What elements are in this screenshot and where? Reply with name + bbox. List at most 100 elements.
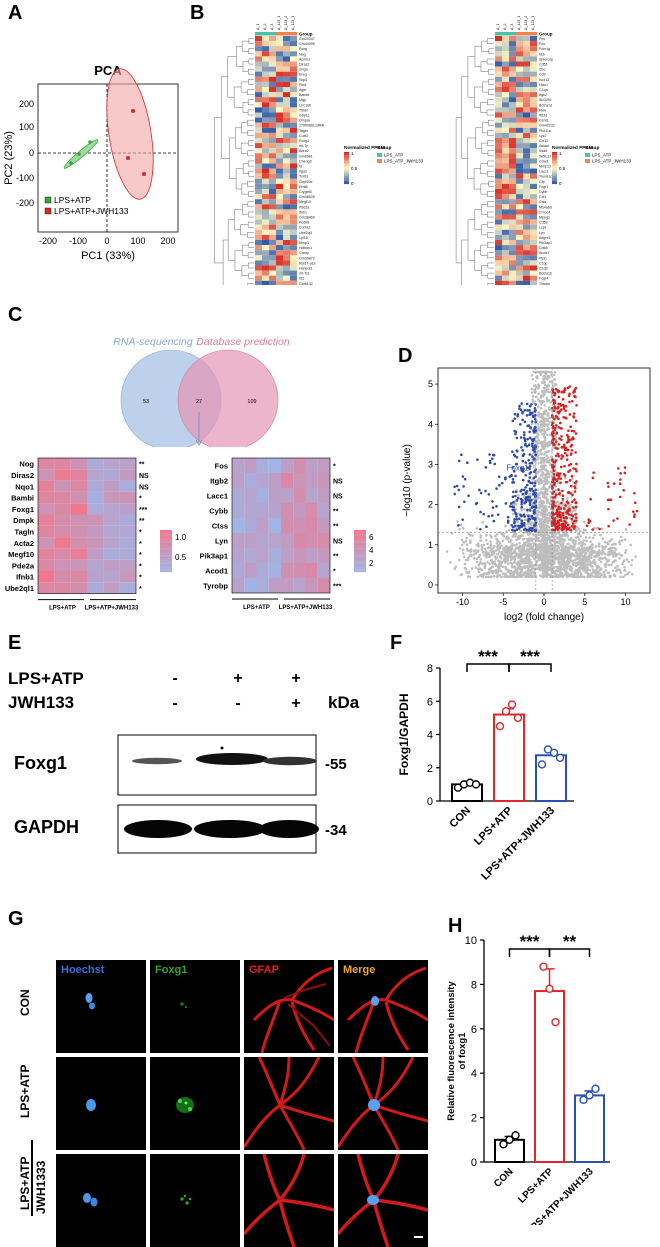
heatmap-scale-tick: 4 [369, 546, 374, 555]
volcano-point [590, 549, 593, 552]
heatmap-scale-step [160, 562, 172, 564]
volcano-point [541, 471, 545, 475]
volcano-point [526, 522, 530, 526]
heatmap-cell [516, 199, 523, 205]
heatmap-gene-label: Gsnt1 [539, 119, 549, 123]
volcano-point [549, 544, 552, 548]
volcano-point [618, 495, 622, 499]
volcano-point [518, 564, 522, 567]
heatmap-gene-label: Gm44099 [299, 42, 315, 46]
volcano-point [490, 561, 494, 564]
volcano-point [474, 551, 478, 555]
heatmap-cell [87, 548, 104, 560]
heatmap-cell [38, 525, 55, 538]
volcano-point [544, 390, 547, 394]
volcano-point [522, 513, 526, 517]
volcano-point [616, 467, 620, 470]
volcano-point [573, 498, 576, 501]
heatmap-gene-label: Itgb2 [539, 93, 547, 97]
heatmap-cell [283, 97, 290, 103]
volcano-point [569, 462, 573, 466]
heatmap-legend-step [344, 161, 349, 164]
heatmap-cell [283, 229, 290, 235]
heatmap-cell [516, 92, 523, 98]
volcano-point [571, 552, 574, 555]
volcano-point [583, 520, 586, 524]
volcano-point [524, 527, 527, 531]
heatmap-cell [276, 240, 283, 246]
volcano-point [554, 426, 557, 430]
heatmap-cell [516, 280, 523, 285]
volcano-point [582, 539, 586, 542]
volcano-point [487, 552, 490, 556]
heatmap-cell [255, 255, 262, 261]
heatmap-cell [276, 245, 283, 251]
volcano-point [493, 560, 496, 563]
volcano-point [564, 504, 568, 507]
volcano-point [479, 539, 482, 542]
dendrogram-branch [247, 201, 254, 208]
volcano-point [575, 516, 578, 519]
volcano-point [565, 458, 569, 461]
volcano-point [593, 526, 596, 530]
heatmap-cell [70, 480, 87, 492]
heatmap-cell [516, 255, 523, 261]
heatmap-cell [103, 469, 120, 481]
heatmap-cell [276, 173, 283, 179]
volcano-point [522, 541, 526, 545]
heatmap-scale-step [354, 551, 366, 553]
heatmap-cell [38, 537, 55, 549]
volcano-point [617, 552, 621, 556]
volcano-point [551, 406, 554, 410]
volcano-point [564, 515, 568, 519]
heatmap-gene-label: Ptprj [539, 256, 547, 260]
volcano-point [542, 526, 545, 529]
heatmap-cell [509, 270, 516, 276]
volcano-point [529, 481, 532, 485]
volcano-point [525, 492, 528, 496]
heatmap-cell [509, 234, 516, 240]
heatmap-cell [502, 92, 509, 98]
volcano-point [530, 487, 534, 491]
volcano-point [539, 423, 543, 426]
heatmap-cell [502, 66, 509, 72]
heatmap-cell [276, 209, 283, 215]
heatmap-cell [495, 260, 502, 266]
heatmap-cell [290, 102, 297, 108]
heatmap-cell [530, 71, 537, 77]
heatmap-cell [283, 148, 290, 154]
heatmap-gene-label: Cheng3 [299, 159, 312, 163]
heatmap-cell [516, 46, 523, 52]
volcano-point [528, 436, 532, 440]
heatmap-cell [516, 61, 523, 67]
heatmap-cell [495, 132, 502, 138]
volcano-point [488, 453, 491, 456]
volcano-point [602, 571, 606, 574]
volcano-point [537, 386, 541, 390]
volcano-point [568, 392, 571, 396]
heatmap-cell [290, 46, 297, 52]
heatmap-scale-step [160, 552, 172, 554]
heatmap-cell [530, 81, 537, 87]
heatmap-group-swatch [377, 153, 382, 157]
volcano-point [557, 454, 561, 458]
volcano-point [504, 544, 508, 548]
volcano-point [537, 392, 540, 396]
wb-sign: - [235, 695, 240, 712]
pca-point [88, 140, 92, 144]
volcano-point [535, 562, 538, 565]
heatmap-b-right: A_1 A_2 A_3 A_1J3_1 A_1J3_2 A_1J3_3GroupFnsFo… [455, 16, 632, 285]
volcano-point [541, 512, 545, 516]
volcano-point [562, 507, 566, 510]
volcano-point [489, 544, 493, 548]
volcano-point [489, 461, 492, 465]
heatmap-cell [523, 163, 530, 169]
dendrogram-branch [488, 119, 494, 126]
volcano-point [555, 511, 558, 515]
volcano-point [562, 473, 566, 476]
volcano-point [532, 501, 536, 505]
volcano-point [571, 493, 574, 497]
heatmap-cell [523, 138, 530, 144]
volcano-point [460, 573, 463, 577]
dendrogram-branch [241, 183, 249, 195]
